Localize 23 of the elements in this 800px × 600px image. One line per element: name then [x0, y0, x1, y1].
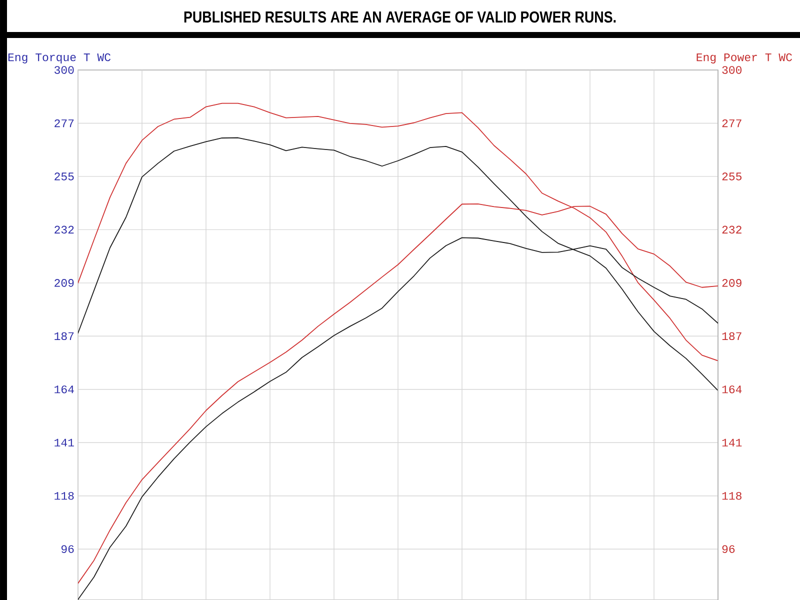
y-tick-label: 96: [61, 545, 74, 553]
y2-axis-title: Eng Power T WC: [696, 53, 792, 64]
y2-tick-label: 141: [722, 438, 742, 446]
y2-tick-label: 277: [722, 119, 742, 128]
y2-tick-label: 209: [722, 279, 742, 287]
y2-tick-label: 118: [722, 492, 742, 500]
y2-tick-label: 187: [722, 332, 742, 340]
y2-tick-label: 96: [722, 545, 735, 553]
y-tick-label: 187: [54, 332, 74, 340]
y2-tick-label: 300: [722, 66, 742, 74]
y2-tick-label: 164: [722, 385, 742, 394]
y-tick-label: 164: [54, 385, 74, 394]
y-tick-label: 255: [54, 172, 74, 180]
y-tick-label: 209: [54, 279, 74, 287]
chart-title: PUBLISHED RESULTS ARE AN AVERAGE OF VALID POWER RUNS.: [184, 11, 616, 23]
y-tick-label: 232: [54, 226, 74, 234]
y-tick-label: 141: [54, 438, 74, 446]
y-tick-label: 118: [54, 492, 74, 500]
y2-tick-label: 255: [722, 172, 742, 180]
y2-tick-label: 232: [722, 226, 742, 234]
y-tick-label: 300: [54, 66, 74, 74]
y-axis-title: Eng Torque T WC: [8, 53, 111, 64]
y-tick-label: 277: [54, 119, 74, 128]
